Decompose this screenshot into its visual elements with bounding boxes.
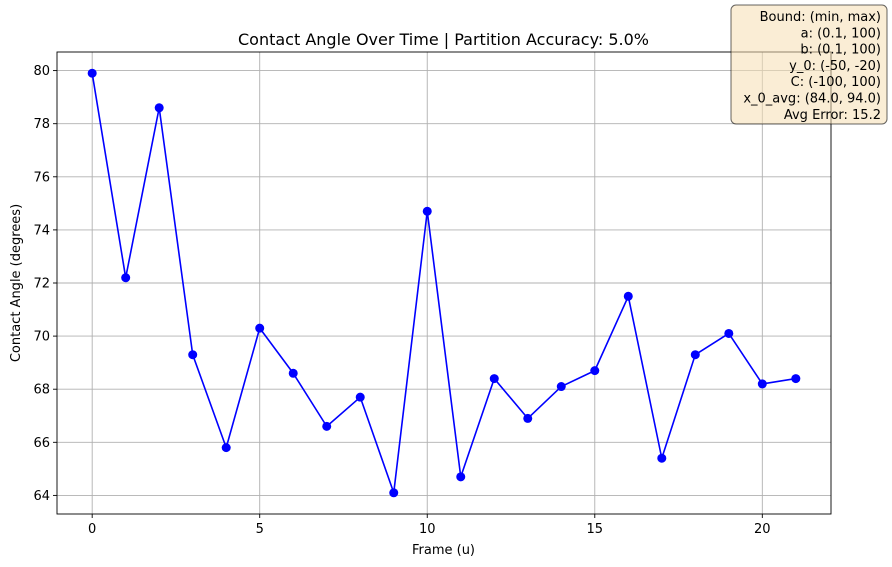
annotation-box xyxy=(730,4,888,125)
axis-ticks: 0 5 10 15 20 64 66 68 70 72 74 76 78 80 xyxy=(33,64,770,537)
data-point xyxy=(188,350,198,360)
data-point xyxy=(489,374,499,384)
x-axis-label: Frame (u) xyxy=(412,543,475,558)
x-tick-label: 20 xyxy=(754,522,771,537)
data-point xyxy=(791,374,801,384)
x-tick-label: 5 xyxy=(256,522,264,537)
data-point xyxy=(590,366,600,376)
bounds-annotation: Bound: (min, max)a: (0.1, 100) b: (0.1, 1… xyxy=(730,4,888,125)
grid xyxy=(57,52,831,514)
data-point xyxy=(456,472,466,482)
x-tick-label: 0 xyxy=(88,522,96,537)
data-point xyxy=(657,453,667,463)
data-point xyxy=(724,328,734,338)
data-point xyxy=(221,443,231,453)
y-tick-label: 72 xyxy=(33,277,50,292)
data-point xyxy=(322,421,332,431)
chart-title: Contact Angle Over Time | Partition Accu… xyxy=(238,30,649,49)
annotation-line: Bound: (min, max) xyxy=(760,10,881,25)
data-point xyxy=(422,206,432,216)
data-point xyxy=(255,323,265,333)
y-tick-label: 68 xyxy=(33,383,50,398)
y-tick-label: 66 xyxy=(33,436,50,451)
data-point xyxy=(690,350,700,360)
y-axis-label: Contact Angle (degrees) xyxy=(9,204,24,362)
data-point xyxy=(523,413,533,423)
data-point xyxy=(288,368,298,378)
data-series xyxy=(87,68,801,498)
data-point xyxy=(556,382,566,392)
y-tick-label: 64 xyxy=(33,489,50,504)
y-tick-label: 78 xyxy=(33,117,50,132)
y-tick-label: 76 xyxy=(33,170,50,185)
x-tick-label: 10 xyxy=(419,522,436,537)
data-point xyxy=(87,68,97,78)
annotation-line: Avg Error: 15.2 xyxy=(784,108,881,123)
annotation-line: a: (0.1, 100) xyxy=(801,26,881,41)
annotation-line: b: (0.1, 100) xyxy=(800,43,881,58)
series-line xyxy=(91,73,796,494)
y-tick-label: 70 xyxy=(33,330,50,345)
data-point xyxy=(355,392,365,402)
annotation-line: C: (-100, 100) xyxy=(791,75,881,90)
annotation-line: y_0: (-50, -20) xyxy=(789,59,881,74)
annotation-line: x_0_avg: (84.0, 94.0) xyxy=(743,92,881,107)
data-point xyxy=(757,379,767,389)
y-tick-label: 80 xyxy=(33,64,50,79)
x-tick-label: 15 xyxy=(587,522,604,537)
data-point xyxy=(623,291,633,301)
data-point xyxy=(121,273,131,283)
data-point xyxy=(389,488,399,498)
data-point xyxy=(154,103,164,113)
y-tick-label: 74 xyxy=(33,223,50,238)
